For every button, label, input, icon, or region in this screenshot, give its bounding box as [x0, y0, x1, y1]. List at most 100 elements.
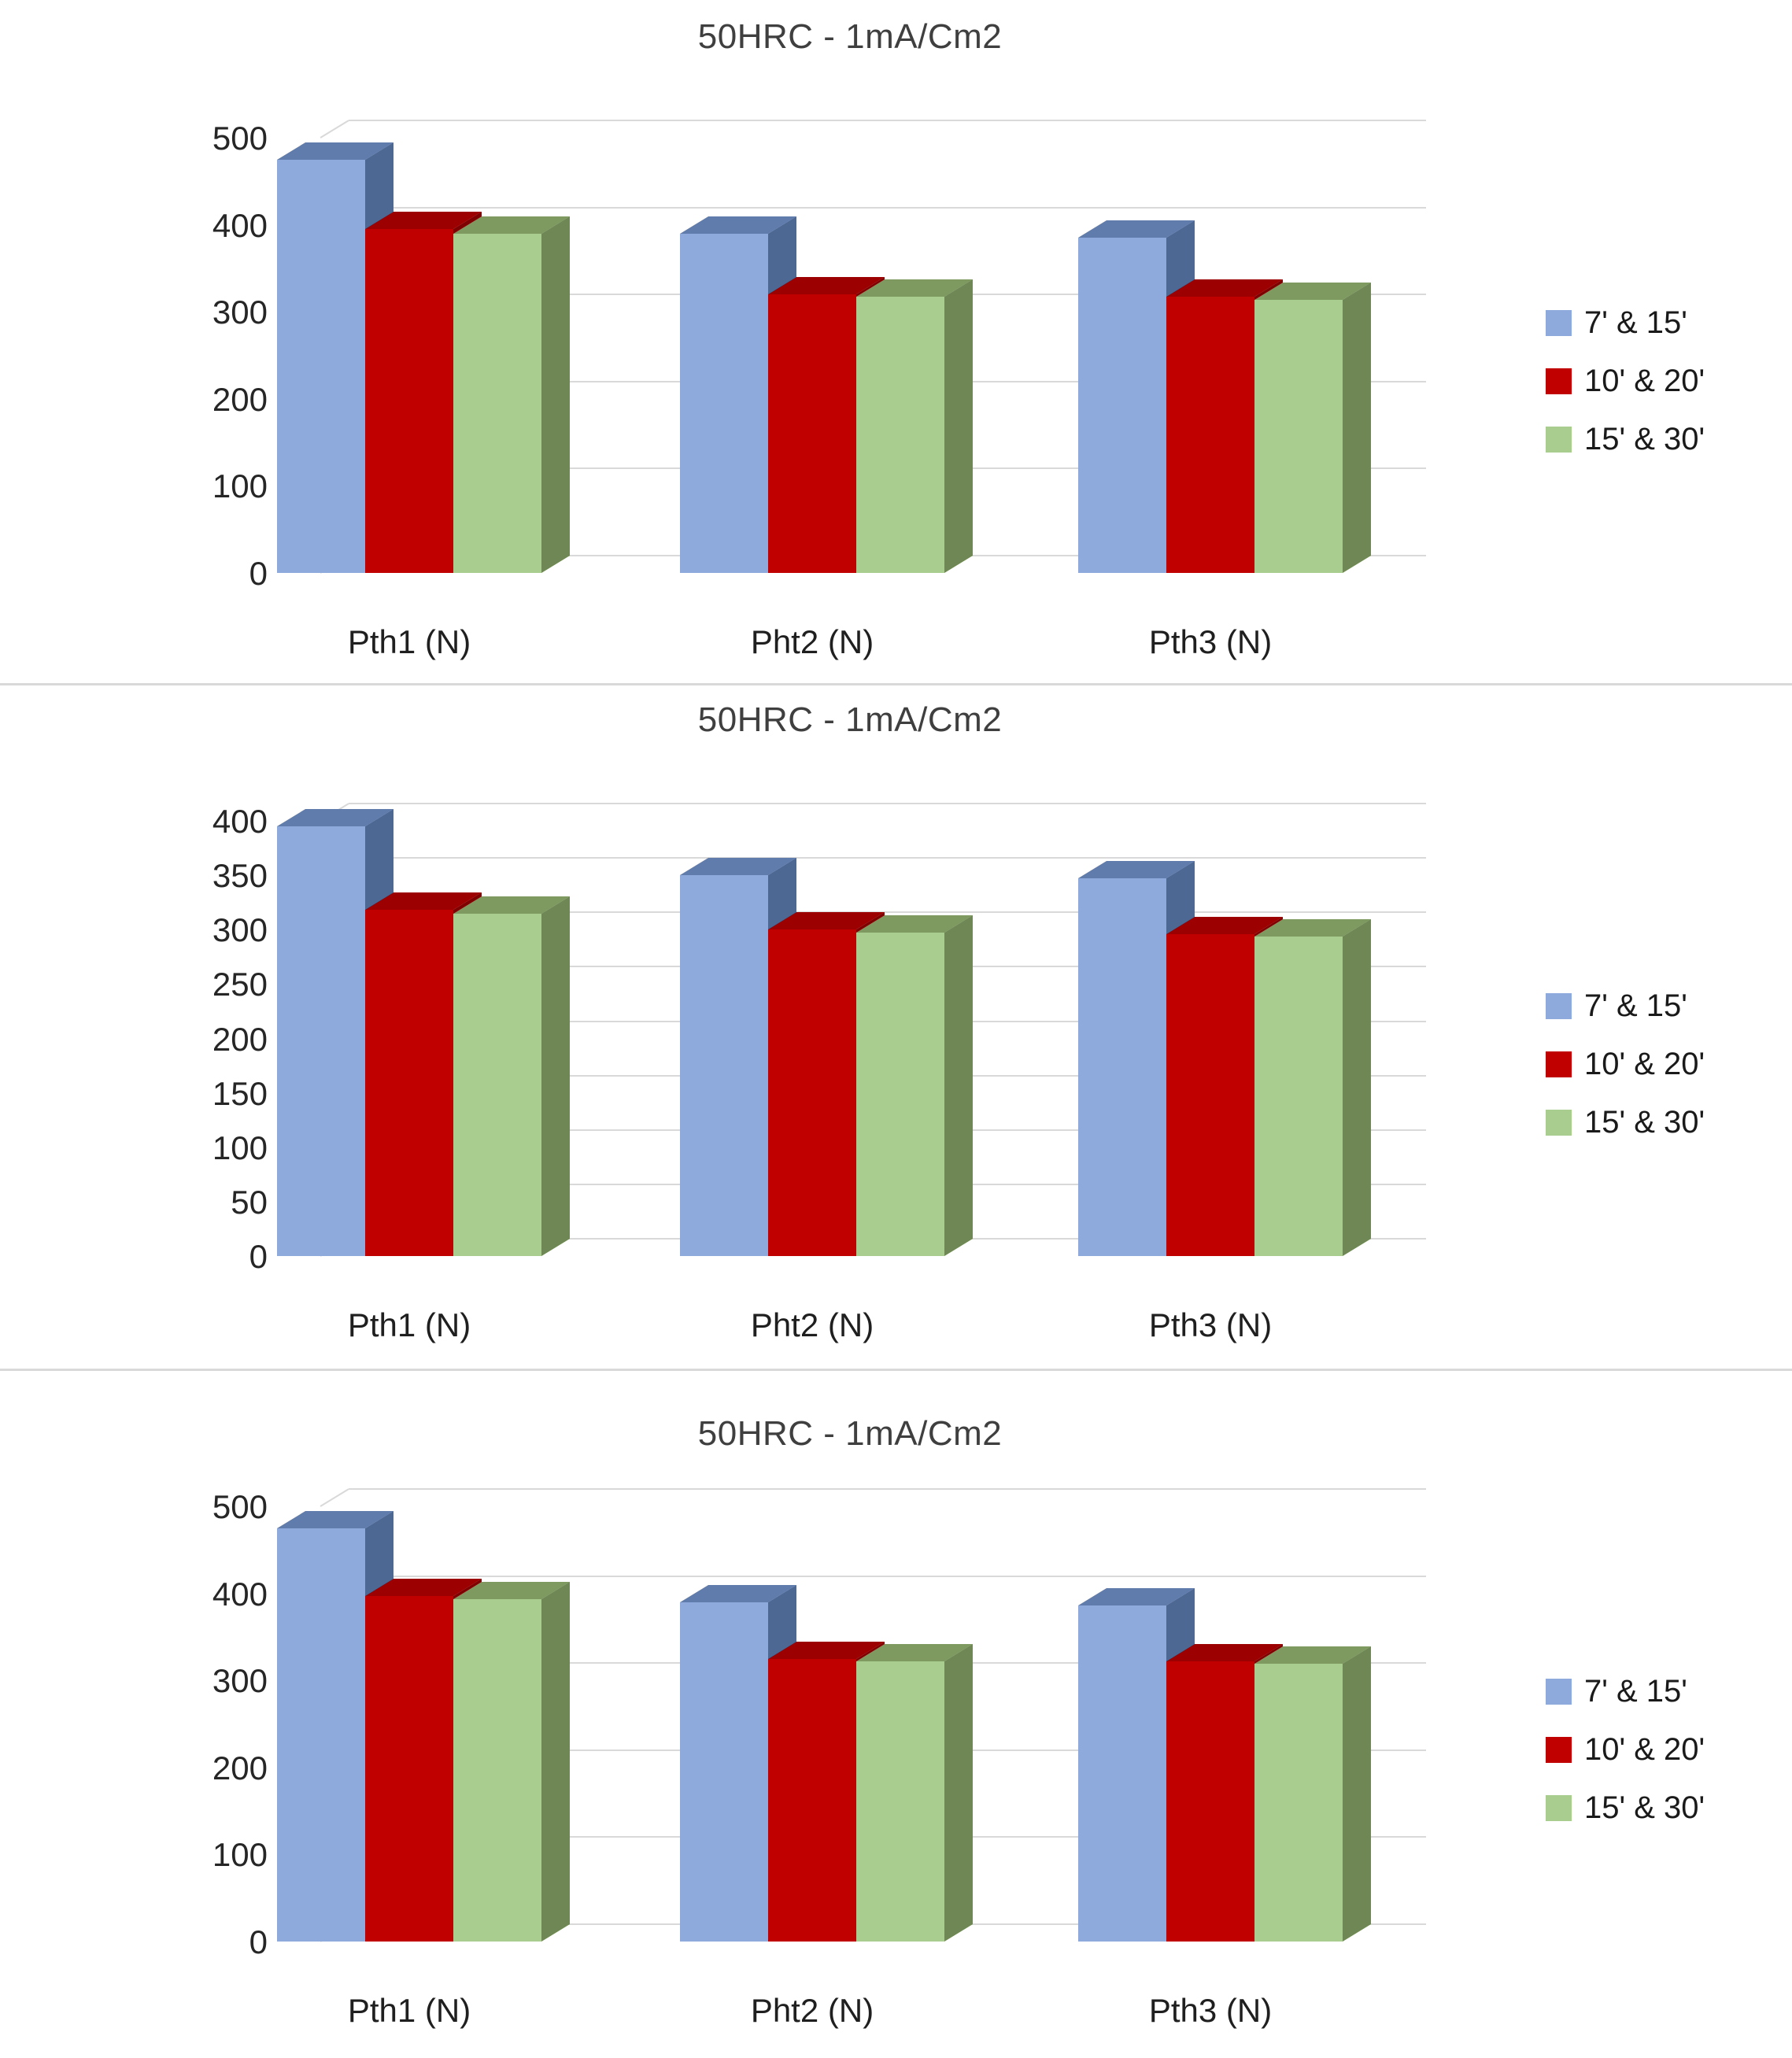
- legend-item: 15' & 30': [1546, 422, 1705, 456]
- y-axis-tick-label: 500: [212, 1488, 268, 1525]
- bar: [1078, 220, 1195, 573]
- gridline: [349, 911, 1426, 914]
- bar: [277, 808, 394, 1256]
- legend-swatch: [1546, 1678, 1572, 1705]
- bar: [453, 1582, 571, 1942]
- x-category-label: Pth3 (N): [1148, 623, 1273, 660]
- bar-side-face: [1343, 1646, 1371, 1942]
- legend-swatch: [1546, 426, 1572, 453]
- y-axis-tick-label: 500: [212, 120, 268, 157]
- y-axis-tick-label: 100: [212, 467, 268, 505]
- y-axis-tick-label: 300: [212, 1662, 268, 1700]
- chart-title: 50HRC - 1mA/Cm2: [697, 17, 1003, 56]
- legend-item: 15' & 30': [1546, 1105, 1705, 1140]
- bar-side-face: [1343, 282, 1371, 573]
- y-axis-tick-label: 0: [249, 1238, 268, 1275]
- legend-item: 7' & 15': [1546, 305, 1687, 340]
- bar: [856, 915, 974, 1256]
- gridline: [349, 803, 1426, 804]
- bar-side-face: [541, 896, 570, 1256]
- legend-item: 7' & 15': [1546, 988, 1687, 1023]
- bar: [277, 1510, 394, 1942]
- y-axis-tick-label: 350: [212, 857, 268, 895]
- y-axis-tick-label: 0: [249, 555, 268, 592]
- bar-side-face: [944, 915, 973, 1256]
- x-category-label: Pht2 (N): [750, 1306, 874, 1343]
- bar: [1254, 1646, 1372, 1942]
- gridline: [349, 1488, 1426, 1490]
- bar: [856, 1643, 974, 1942]
- legend-label: 10' & 20': [1584, 1047, 1705, 1081]
- gridline: [349, 206, 1426, 209]
- legend-swatch: [1546, 992, 1572, 1019]
- legend-swatch: [1546, 1109, 1572, 1136]
- axis-tick-line: [320, 120, 349, 139]
- x-category-label: Pht2 (N): [750, 623, 874, 660]
- bar-side-face: [541, 1582, 570, 1942]
- legend-swatch: [1546, 309, 1572, 336]
- legend-label: 7' & 15': [1584, 305, 1687, 340]
- x-category-label: Pht2 (N): [750, 1992, 874, 2029]
- bar: [680, 858, 797, 1256]
- legend-label: 10' & 20': [1584, 364, 1705, 398]
- legend-item: 10' & 20': [1546, 364, 1705, 398]
- bar-side-face: [1343, 918, 1371, 1256]
- legend-item: 10' & 20': [1546, 1047, 1705, 1081]
- chart-panel: 50HRC - 1mA/Cm2 0 100 200 300 400 500 Pth1 (N) P…: [0, 0, 1792, 683]
- legend-label: 10' & 20': [1584, 1732, 1705, 1767]
- bar: [1166, 279, 1284, 573]
- bar: [365, 212, 482, 573]
- y-axis-tick-label: 300: [212, 294, 268, 331]
- y-axis-tick-label: 400: [212, 803, 268, 840]
- panel-divider: [0, 683, 1792, 685]
- chart-panel: 50HRC - 1mA/Cm2 0 50 100 150 200 250 300 350 400 P…: [0, 683, 1792, 1369]
- y-axis-tick-label: 300: [212, 911, 268, 949]
- gridline: [349, 857, 1426, 859]
- legend-label: 15' & 30': [1584, 1790, 1705, 1825]
- legend-label: 15' & 30': [1584, 422, 1705, 456]
- y-axis-tick-label: 200: [212, 380, 268, 418]
- bar-side-face: [944, 1643, 973, 1942]
- legend-item: 15' & 30': [1546, 1790, 1705, 1825]
- x-category-label: Pth1 (N): [347, 1992, 471, 2029]
- legend-label: 7' & 15': [1584, 1674, 1687, 1709]
- y-axis-tick-label: 200: [212, 1020, 268, 1058]
- chart-title: 50HRC - 1mA/Cm2: [697, 1414, 1003, 1453]
- y-axis-tick-label: 100: [212, 1129, 268, 1166]
- legend-swatch: [1546, 368, 1572, 394]
- gridline: [349, 1575, 1426, 1577]
- x-category-label: Pth3 (N): [1148, 1306, 1273, 1343]
- x-category-label: Pth1 (N): [347, 623, 471, 660]
- bar: [768, 1641, 885, 1942]
- bar: [277, 142, 394, 573]
- bar: [680, 216, 797, 573]
- gridline: [349, 120, 1426, 121]
- bar: [680, 1584, 797, 1942]
- bar: [1254, 282, 1372, 573]
- bar: [768, 277, 885, 573]
- bar-side-face: [944, 279, 973, 573]
- bar: [365, 1578, 482, 1942]
- bar: [1166, 1643, 1284, 1942]
- legend-swatch: [1546, 1736, 1572, 1763]
- y-axis-tick-label: 200: [212, 1749, 268, 1786]
- y-axis-tick-label: 0: [249, 1923, 268, 1960]
- bar: [1078, 861, 1195, 1256]
- legend-item: 10' & 20': [1546, 1732, 1705, 1767]
- legend-item: 7' & 15': [1546, 1674, 1687, 1709]
- bar: [1254, 918, 1372, 1256]
- bar: [365, 892, 482, 1256]
- legend-swatch: [1546, 1051, 1572, 1077]
- x-category-label: Pth3 (N): [1148, 1992, 1273, 2029]
- x-category-label: Pth1 (N): [347, 1306, 471, 1343]
- bar: [1078, 1588, 1195, 1942]
- legend-label: 15' & 30': [1584, 1105, 1705, 1140]
- chart-panel: 50HRC - 1mA/Cm2 0 100 200 300 400 500 Pth1 (N) P…: [0, 1369, 1792, 2058]
- legend-swatch: [1546, 1794, 1572, 1821]
- y-axis-tick-label: 250: [212, 966, 268, 1003]
- bar-side-face: [541, 216, 570, 573]
- chart-title: 50HRC - 1mA/Cm2: [697, 700, 1003, 739]
- bar: [768, 912, 885, 1256]
- y-axis-tick-label: 400: [212, 1575, 268, 1613]
